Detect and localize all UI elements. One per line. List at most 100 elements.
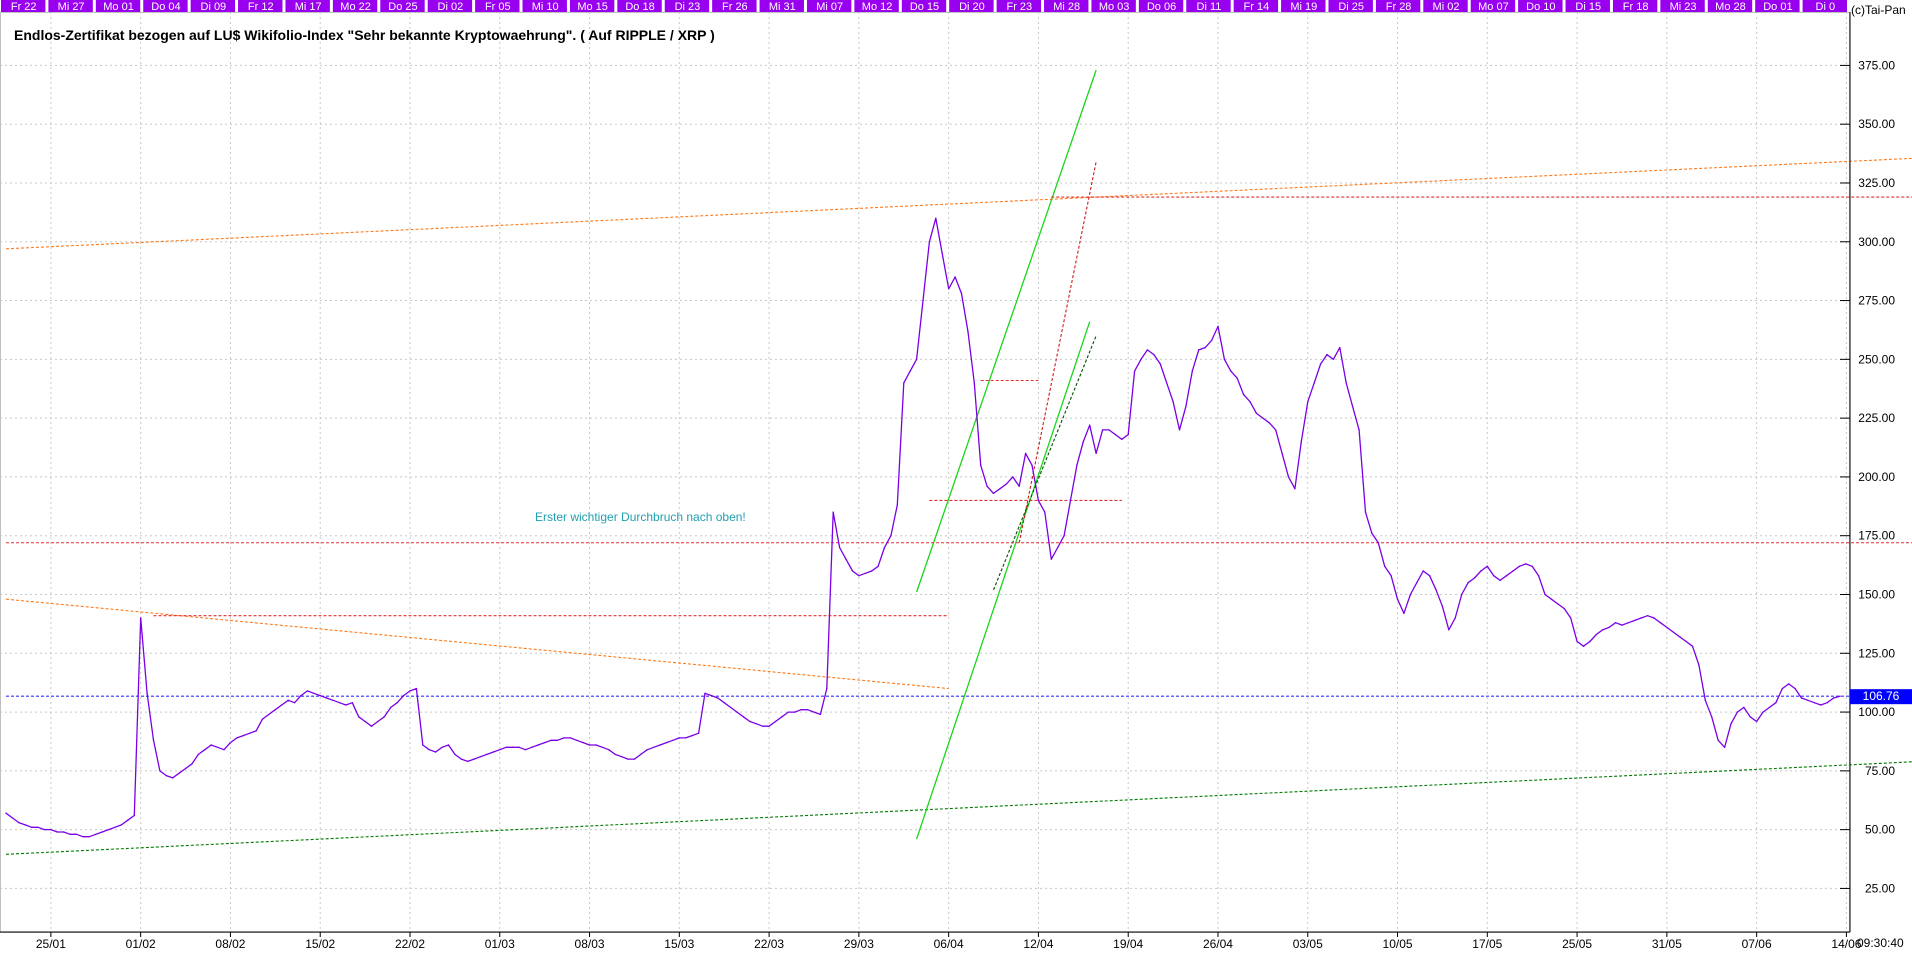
data-point <box>1537 575 1540 577</box>
data-point <box>1441 605 1444 607</box>
data-point <box>1005 483 1008 485</box>
data-point <box>531 746 533 748</box>
data-point <box>1646 615 1649 617</box>
trendlines <box>5 69 1912 855</box>
data-point <box>1775 702 1777 704</box>
data-point <box>845 558 847 560</box>
data-point <box>1480 570 1482 572</box>
top-date-label: Mi 28 <box>1053 1 1080 13</box>
data-point <box>18 821 20 824</box>
data-point <box>287 699 289 701</box>
data-point <box>1133 370 1136 372</box>
top-date-cell <box>1186 0 1231 12</box>
data-point <box>178 772 180 774</box>
x-tick-label: 14/06 <box>1831 937 1861 951</box>
top-date-label: Mo 01 <box>103 1 134 13</box>
data-point <box>1230 370 1232 372</box>
data-point <box>101 831 103 833</box>
data-point <box>332 699 334 701</box>
data-point <box>1127 433 1129 436</box>
data-point <box>402 694 405 697</box>
data-point <box>383 716 385 718</box>
data-point <box>1448 629 1450 631</box>
data-point <box>447 744 450 746</box>
data-point <box>1679 636 1681 638</box>
data-point <box>1178 429 1181 431</box>
x-axis: 25/01 01/02 08/02 15/02 22/02 01/03 08/03 15/03… <box>0 931 1862 951</box>
data-point <box>1255 412 1258 415</box>
series-layer <box>5 217 1841 838</box>
data-point <box>1717 739 1719 741</box>
data-point <box>165 774 167 777</box>
y-tick-label: 200.00 <box>1858 470 1895 484</box>
data-point <box>31 826 33 828</box>
x-tick-label: 19/04 <box>1113 937 1143 951</box>
data-point <box>216 746 219 748</box>
top-date-cell <box>1044 0 1089 12</box>
data-point <box>1358 429 1360 431</box>
x-tick-label: 29/03 <box>844 937 874 951</box>
y-tick-label: 75.00 <box>1865 764 1895 778</box>
data-point <box>146 692 148 694</box>
top-date-cell <box>854 0 899 12</box>
x-tick-label: 01/02 <box>126 937 156 951</box>
data-point <box>1422 570 1424 572</box>
top-date-cell <box>1423 0 1468 12</box>
data-point <box>140 617 142 619</box>
data-point <box>1794 687 1796 690</box>
data-point <box>325 697 328 699</box>
x-tick-label: 22/02 <box>395 937 425 951</box>
x-tick-label: 08/03 <box>575 937 605 951</box>
data-point <box>1031 464 1033 466</box>
trend-line <box>993 335 1097 590</box>
data-point <box>1339 346 1341 349</box>
top-date-label: Fr 05 <box>485 1 511 13</box>
data-point <box>1582 645 1585 647</box>
data-point <box>1454 617 1456 619</box>
data-point <box>736 711 738 713</box>
data-point <box>95 833 97 835</box>
data-point <box>56 831 58 833</box>
data-point <box>1570 617 1572 619</box>
data-point <box>563 737 565 739</box>
data-point <box>261 718 264 720</box>
data-point <box>1153 353 1155 356</box>
data-point <box>1217 325 1219 328</box>
data-point <box>492 751 495 753</box>
data-point <box>1166 382 1168 384</box>
data-point <box>1172 401 1174 403</box>
top-date-label: Mo 12 <box>862 1 893 13</box>
x-tick-label: 26/04 <box>1203 937 1233 951</box>
y-tick-label: 175.00 <box>1858 529 1895 543</box>
data-point <box>633 758 636 760</box>
top-date-label: Mi 31 <box>769 1 796 13</box>
data-point <box>524 749 527 751</box>
top-date-label: Do 06 <box>1147 1 1176 13</box>
data-point <box>826 687 828 690</box>
data-point <box>1544 593 1546 596</box>
data-point <box>1640 617 1642 619</box>
data-point <box>127 819 129 821</box>
y-tick-label: 275.00 <box>1858 294 1895 308</box>
data-point <box>1262 417 1264 419</box>
data-point <box>941 252 943 255</box>
data-point <box>1396 598 1399 600</box>
top-date-bar: Fr 22 Mi 27 Mo 01 Do 04 Di 09 Fr 12 Mi 17 Mo 22… <box>1 0 1847 13</box>
data-point <box>620 756 623 758</box>
top-date-cell <box>1281 0 1326 12</box>
data-point <box>1467 582 1469 584</box>
data-point <box>1146 349 1149 351</box>
data-point <box>1730 723 1732 725</box>
top-date-cell <box>759 0 804 12</box>
top-date-label: Mo 22 <box>340 1 371 13</box>
trend-line <box>915 321 1091 840</box>
data-point <box>152 739 155 741</box>
data-point <box>1627 622 1630 624</box>
data-point <box>1499 579 1501 582</box>
top-date-label: Di 23 <box>675 1 701 13</box>
data-point <box>351 702 353 704</box>
data-point <box>1351 405 1354 408</box>
data-point <box>434 751 437 753</box>
data-point <box>1403 612 1405 614</box>
data-point <box>1800 697 1803 699</box>
